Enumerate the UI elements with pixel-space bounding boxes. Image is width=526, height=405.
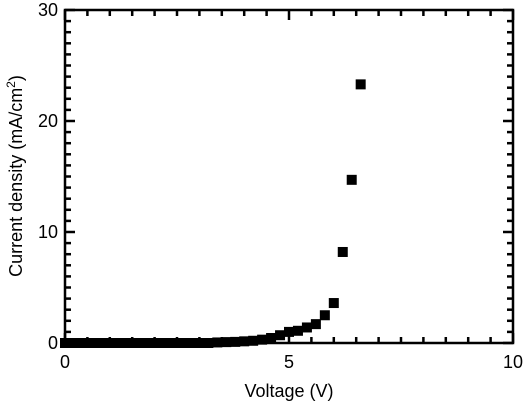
- data-point: [104, 338, 115, 348]
- data-point: [212, 337, 223, 348]
- data-point: [230, 336, 241, 347]
- data-point: [158, 338, 169, 348]
- y-axis-title-close: ): [6, 75, 26, 81]
- y-axis-title-main: Current density (mA/cm: [6, 88, 26, 277]
- data-point: [337, 246, 348, 257]
- data-point: [77, 338, 88, 348]
- x-tick-label: 0: [60, 352, 70, 372]
- data-point: [86, 338, 97, 348]
- data-point: [167, 338, 178, 348]
- data-point: [346, 174, 357, 185]
- y-axis-title: Current density (mA/cm2): [4, 75, 26, 277]
- x-tick-label: 10: [503, 352, 523, 372]
- data-point: [301, 322, 312, 333]
- x-tick-label: 5: [284, 352, 294, 372]
- data-point: [185, 338, 196, 348]
- y-tick-label: 20: [38, 111, 58, 131]
- data-point: [113, 338, 124, 348]
- data-point: [257, 334, 268, 345]
- data-point: [266, 333, 277, 344]
- y-tick-label: 0: [48, 333, 58, 353]
- data-point: [194, 338, 205, 348]
- tick-labels: 0 5 10 0 10 20 30: [38, 0, 523, 372]
- y-axis-title-sup: 2: [4, 81, 18, 88]
- data-point: [248, 335, 259, 346]
- data-point: [95, 338, 106, 348]
- data-point: [310, 319, 321, 330]
- data-point: [131, 338, 142, 348]
- data-point: [275, 330, 286, 341]
- data-point: [328, 298, 339, 309]
- data-point: [355, 79, 366, 90]
- data-point: [319, 310, 330, 321]
- data-point: [140, 338, 151, 348]
- data-point: [60, 338, 70, 348]
- data-point: [203, 338, 214, 348]
- data-point: [284, 326, 294, 337]
- data-point: [239, 336, 250, 347]
- y-tick-label: 10: [38, 222, 58, 242]
- y-tick-label: 30: [38, 0, 58, 20]
- data-point: [221, 337, 232, 348]
- data-point: [68, 338, 79, 348]
- data-point: [122, 338, 133, 348]
- plot-frame: [63, 8, 515, 345]
- data-points: [60, 79, 366, 348]
- data-point: [292, 325, 303, 336]
- axis-ticks: [63, 8, 515, 345]
- data-point: [149, 338, 160, 348]
- x-axis-title: Voltage (V): [244, 381, 333, 401]
- data-point: [176, 338, 187, 348]
